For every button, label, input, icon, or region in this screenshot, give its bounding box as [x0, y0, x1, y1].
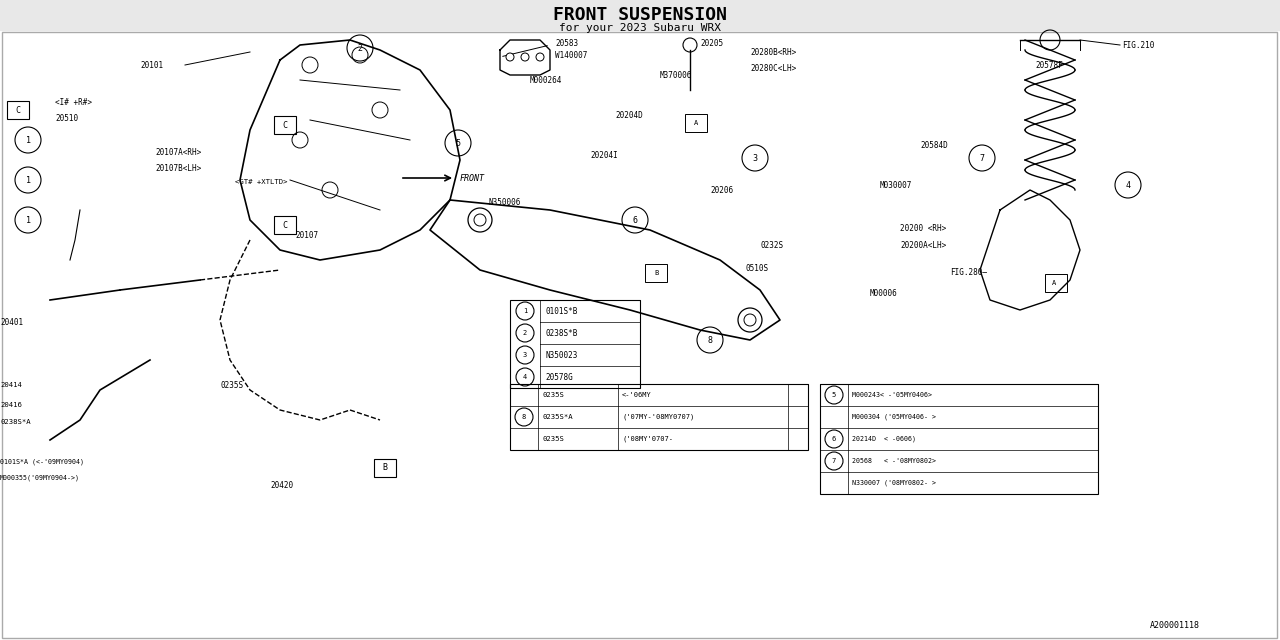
Text: 2: 2	[357, 44, 362, 52]
Text: B: B	[654, 270, 658, 276]
Text: 20578F: 20578F	[1036, 61, 1062, 70]
Bar	[509, 300, 640, 388]
Text: 8: 8	[708, 335, 713, 344]
Text: 1: 1	[26, 175, 31, 184]
Text: M000355('09MY0904->): M000355('09MY0904->)	[0, 475, 81, 481]
Text: 0101S*B: 0101S*B	[545, 307, 577, 316]
Text: W140007: W140007	[556, 51, 588, 60]
Text: 20107B<LH>: 20107B<LH>	[155, 163, 201, 173]
Text: 5: 5	[832, 392, 836, 398]
Text: 8: 8	[522, 414, 526, 420]
Text: 20584D: 20584D	[920, 141, 947, 150]
Text: N350023: N350023	[545, 351, 577, 360]
Text: M030007: M030007	[881, 180, 913, 189]
Text: 20401: 20401	[0, 317, 23, 326]
Text: 6: 6	[632, 216, 637, 225]
Text: 20200A<LH>: 20200A<LH>	[900, 241, 946, 250]
Text: 3: 3	[753, 154, 758, 163]
Text: 20583: 20583	[556, 38, 579, 47]
Text: <-'06MY: <-'06MY	[622, 392, 652, 398]
Text: C: C	[283, 221, 288, 230]
Text: 20204D: 20204D	[614, 111, 643, 120]
Text: M00006: M00006	[870, 289, 897, 298]
Text: C: C	[15, 106, 20, 115]
Bar	[0, 0, 1280, 30]
Circle shape	[506, 53, 515, 61]
Text: 6: 6	[832, 436, 836, 442]
Text: ('07MY-'08MY0707): ('07MY-'08MY0707)	[622, 413, 694, 420]
Text: 20107: 20107	[294, 230, 319, 239]
Text: <I# +R#>: <I# +R#>	[55, 97, 92, 106]
Text: 20510: 20510	[55, 113, 78, 122]
Text: 4: 4	[522, 374, 527, 380]
Text: 20420: 20420	[270, 481, 293, 490]
Text: 1: 1	[26, 136, 31, 145]
Circle shape	[536, 53, 544, 61]
Text: 3: 3	[522, 352, 527, 358]
Text: ('08MY'0707-: ('08MY'0707-	[622, 436, 673, 442]
Text: 1: 1	[522, 308, 527, 314]
Text: 20414: 20414	[0, 382, 22, 388]
Text: 20204I: 20204I	[590, 150, 618, 159]
Bar	[820, 384, 1098, 494]
Text: 0238S*A: 0238S*A	[0, 419, 31, 425]
Text: 0235S*A: 0235S*A	[541, 414, 572, 420]
Text: 0238S*B: 0238S*B	[545, 328, 577, 337]
Text: 20107A<RH>: 20107A<RH>	[155, 147, 201, 157]
Text: C: C	[283, 120, 288, 129]
Text: 2: 2	[522, 330, 527, 336]
Text: 20578G: 20578G	[545, 372, 572, 381]
Text: FIG.210: FIG.210	[1123, 40, 1155, 49]
Circle shape	[521, 53, 529, 61]
Text: FRONT SUSPENSION: FRONT SUSPENSION	[553, 6, 727, 24]
Text: A: A	[1051, 280, 1056, 286]
Text: 0510S: 0510S	[745, 264, 768, 273]
Text: 4: 4	[1125, 180, 1130, 189]
Text: M000243< -'05MY0406>: M000243< -'05MY0406>	[852, 392, 932, 398]
Bar	[509, 384, 808, 450]
Text: A200001118: A200001118	[1149, 621, 1201, 630]
Text: N350006: N350006	[488, 198, 521, 207]
Text: 0235S: 0235S	[541, 392, 564, 398]
Text: A: A	[694, 120, 698, 126]
Text: 20214D  < -0606): 20214D < -0606)	[852, 436, 916, 442]
Text: 0235S: 0235S	[220, 381, 243, 390]
Text: M000304 ('05MY0406- >: M000304 ('05MY0406- >	[852, 413, 936, 420]
Text: 20280B<RH>: 20280B<RH>	[750, 47, 796, 56]
Text: M000264: M000264	[530, 76, 562, 84]
Text: 0232S: 0232S	[760, 241, 783, 250]
Text: 5: 5	[456, 138, 461, 147]
Text: <GT# +XTLTD>: <GT# +XTLTD>	[236, 179, 288, 185]
Text: N330007 ('08MY0802- >: N330007 ('08MY0802- >	[852, 480, 936, 486]
Text: 20205: 20205	[700, 38, 723, 47]
Text: 20101: 20101	[140, 61, 163, 70]
Text: 20206: 20206	[710, 186, 733, 195]
Text: 1: 1	[26, 216, 31, 225]
Text: for your 2023 Subaru WRX: for your 2023 Subaru WRX	[559, 23, 721, 33]
Text: M370006: M370006	[660, 70, 692, 79]
Text: 20568   < -'08MY0802>: 20568 < -'08MY0802>	[852, 458, 936, 464]
Text: 20200 <RH>: 20200 <RH>	[900, 223, 946, 232]
Text: 20416: 20416	[0, 402, 22, 408]
Text: 7: 7	[832, 458, 836, 464]
Text: B: B	[383, 463, 388, 472]
Text: 0101S*A (<-'09MY0904): 0101S*A (<-'09MY0904)	[0, 459, 84, 465]
Text: 0235S: 0235S	[541, 436, 564, 442]
Text: FRONT: FRONT	[460, 173, 485, 182]
Text: FIG.280—: FIG.280—	[950, 268, 987, 276]
Text: 7: 7	[979, 154, 984, 163]
Text: 20280C<LH>: 20280C<LH>	[750, 63, 796, 72]
